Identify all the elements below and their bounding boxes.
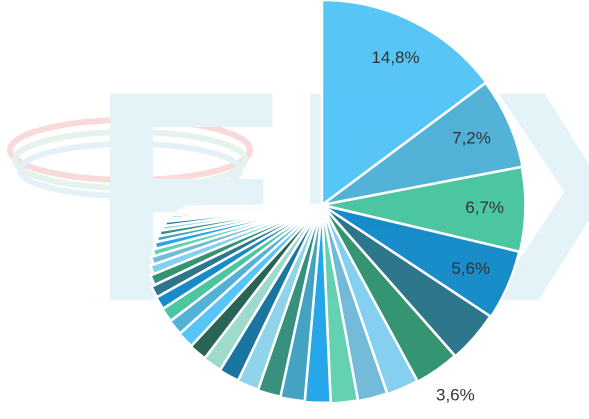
slice <box>153 203 323 251</box>
slice <box>151 203 323 258</box>
data-label: 5,6% <box>451 259 490 278</box>
slice <box>155 203 323 244</box>
slice <box>184 203 323 210</box>
data-label: 7,2% <box>452 129 491 148</box>
slice <box>149 203 323 267</box>
slice <box>149 203 323 299</box>
slice <box>148 203 323 276</box>
watermark-swoosh <box>7 117 253 199</box>
data-label: 6,7% <box>465 198 504 217</box>
slice <box>148 203 323 287</box>
slice <box>320 0 489 208</box>
data-label: 14,8% <box>371 48 419 67</box>
data-label: 3,6% <box>436 386 475 405</box>
slice <box>158 203 323 238</box>
